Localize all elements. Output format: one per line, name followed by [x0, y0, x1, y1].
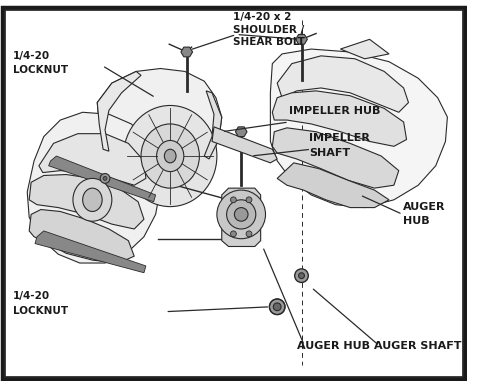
Text: LOCKNUT: LOCKNUT — [12, 65, 68, 75]
Ellipse shape — [246, 197, 252, 203]
Ellipse shape — [269, 299, 285, 315]
Polygon shape — [272, 91, 407, 146]
Polygon shape — [272, 128, 399, 188]
Ellipse shape — [141, 124, 199, 188]
Polygon shape — [296, 34, 307, 44]
Text: HUB: HUB — [403, 216, 429, 226]
Ellipse shape — [273, 303, 281, 311]
Text: 1/4-20: 1/4-20 — [12, 291, 50, 301]
Text: SHOULDER /: SHOULDER / — [233, 25, 305, 34]
Polygon shape — [222, 188, 261, 247]
Text: AUGER HUB: AUGER HUB — [297, 340, 370, 350]
Polygon shape — [39, 134, 146, 185]
Ellipse shape — [299, 273, 304, 279]
Ellipse shape — [100, 174, 110, 183]
Polygon shape — [204, 91, 222, 159]
Ellipse shape — [230, 231, 236, 237]
Text: LOCKNUT: LOCKNUT — [12, 306, 68, 316]
Text: IMPELLER HUB: IMPELLER HUB — [289, 106, 380, 116]
Ellipse shape — [227, 200, 256, 229]
Ellipse shape — [230, 197, 236, 203]
Text: SHAFT: SHAFT — [309, 148, 350, 158]
Polygon shape — [340, 39, 389, 59]
Polygon shape — [29, 210, 134, 263]
Polygon shape — [35, 231, 146, 273]
Text: SHEAR BOLT: SHEAR BOLT — [233, 37, 305, 47]
Polygon shape — [29, 174, 144, 229]
Text: 1/4-20: 1/4-20 — [12, 51, 50, 61]
Ellipse shape — [156, 141, 184, 172]
Polygon shape — [277, 56, 408, 112]
Text: IMPELLER: IMPELLER — [309, 134, 370, 144]
Ellipse shape — [123, 105, 217, 207]
Polygon shape — [27, 112, 160, 263]
Text: AUGER SHAFT: AUGER SHAFT — [374, 340, 462, 350]
Ellipse shape — [295, 269, 308, 283]
Ellipse shape — [103, 176, 107, 180]
Polygon shape — [97, 68, 222, 180]
Ellipse shape — [164, 149, 176, 163]
Polygon shape — [181, 47, 192, 57]
Polygon shape — [97, 71, 141, 151]
Polygon shape — [277, 163, 389, 208]
Ellipse shape — [234, 208, 248, 221]
Ellipse shape — [83, 188, 102, 212]
Text: 1/4-20 x 2: 1/4-20 x 2 — [233, 12, 292, 22]
Ellipse shape — [73, 178, 112, 221]
Polygon shape — [48, 156, 156, 202]
Polygon shape — [212, 127, 277, 163]
Ellipse shape — [246, 231, 252, 237]
Polygon shape — [270, 49, 447, 208]
Polygon shape — [235, 127, 247, 137]
Text: AUGER: AUGER — [403, 201, 445, 212]
Ellipse shape — [217, 190, 265, 239]
